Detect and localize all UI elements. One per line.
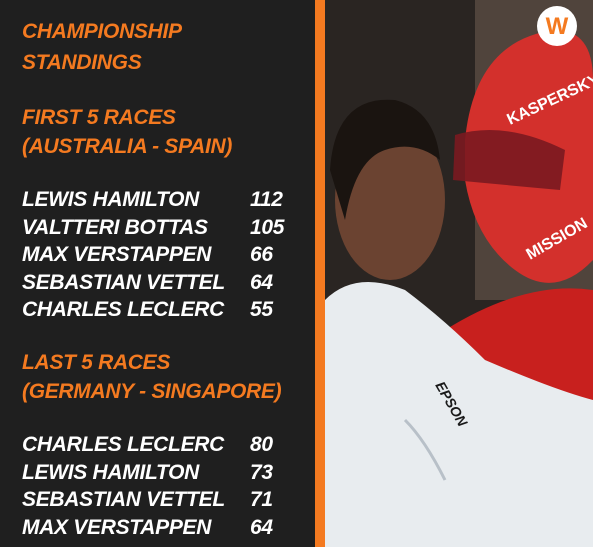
driver-points: 64 bbox=[250, 270, 273, 294]
driver-name: MAX VERSTAPPEN bbox=[22, 515, 212, 539]
text-panel: CHAMPIONSHIP STANDINGS FIRST 5 RACES (AUS… bbox=[22, 20, 285, 539]
driver-points: 66 bbox=[250, 243, 273, 266]
section-heading: (AUSTRALIA - SPAIN) bbox=[22, 135, 233, 158]
driver-points: 55 bbox=[250, 298, 273, 321]
accent-stripe bbox=[315, 0, 325, 547]
driver-name: LEWIS HAMILTON bbox=[22, 460, 200, 484]
driver-name: CHARLES LECLERC bbox=[22, 433, 225, 456]
section-heading: (GERMANY - SINGAPORE) bbox=[22, 380, 282, 403]
driver-points: 112 bbox=[250, 188, 283, 211]
driver-name: SEBASTIAN VETTEL bbox=[22, 270, 225, 294]
driver-points: 64 bbox=[250, 515, 273, 539]
driver-name: LEWIS HAMILTON bbox=[22, 188, 200, 211]
driver-points: 73 bbox=[250, 460, 273, 484]
driver-points: 80 bbox=[250, 433, 273, 456]
driver-name: VALTTERI BOTTAS bbox=[22, 215, 208, 239]
title-line: CHAMPIONSHIP bbox=[22, 20, 182, 43]
photo: EPSON KASPERSKY MISSION W bbox=[325, 0, 593, 547]
driver-name: MAX VERSTAPPEN bbox=[22, 243, 212, 266]
driver-points: 105 bbox=[250, 215, 285, 239]
driver-name: CHARLES LECLERC bbox=[22, 298, 225, 321]
section-heading: LAST 5 RACES bbox=[22, 351, 171, 374]
svg-text:W: W bbox=[546, 13, 569, 40]
title-line: STANDINGS bbox=[22, 51, 142, 74]
driver-name: SEBASTIAN VETTEL bbox=[22, 488, 225, 511]
section-heading: FIRST 5 RACES bbox=[22, 106, 176, 129]
driver-points: 71 bbox=[250, 488, 273, 511]
